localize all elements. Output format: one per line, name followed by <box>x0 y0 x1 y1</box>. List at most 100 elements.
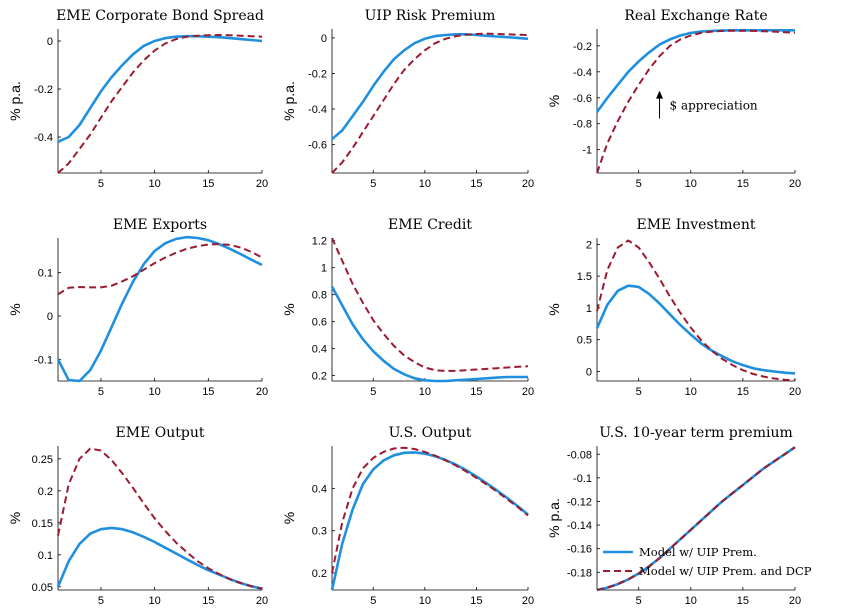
chart-title: UIP Risk Premium <box>365 8 496 24</box>
x-tick-label: 5 <box>370 595 376 607</box>
chart-panel-4: EME Exports 5 10 15 20 -0.1 0 0.1% <box>7 217 268 398</box>
y-tick-label: 0 <box>321 33 327 45</box>
y-tick-label: -0.14 <box>567 520 592 532</box>
series-line-uip-prem-dcp <box>57 243 263 296</box>
y-tick-label: 0.4 <box>312 483 327 495</box>
y-axis-label: % <box>281 303 297 315</box>
x-tick-label: 10 <box>149 386 161 398</box>
legend-label: Model w/ UIP Prem. <box>639 545 757 559</box>
chart-panel-1: EME Corporate Bond Spread 5 10 15 20 -0.4 -0.2… <box>7 8 268 190</box>
y-tick-label: 0.25 <box>32 454 53 466</box>
x-tick-label: 10 <box>149 178 161 190</box>
series-line-uip-prem-dcp <box>596 239 796 382</box>
x-tick-label: 20 <box>522 595 534 607</box>
chart-title: EME Corporate Bond Spread <box>56 8 264 24</box>
y-tick-label: -0.2 <box>34 84 53 96</box>
y-tick-label: -0.4 <box>573 67 592 79</box>
x-tick-label: 15 <box>202 386 214 398</box>
y-tick-label: 2 <box>586 239 592 251</box>
chart-title: U.S. 10-year term premium <box>599 425 793 441</box>
chart-panel-9: U.S. 10-year term premium 5 10 15 20 -0.18 -0.… <box>546 425 812 607</box>
series-line-uip-prem-dcp <box>331 32 529 174</box>
y-tick-label: 0.6 <box>312 317 327 329</box>
y-tick-label: -0.2 <box>573 41 592 53</box>
x-tick-label: 10 <box>149 595 161 607</box>
chart-title: Real Exchange Rate <box>624 8 767 24</box>
series-line-uip-prem-dcp <box>596 29 796 174</box>
x-tick-label: 20 <box>256 178 268 190</box>
x-tick-label: 20 <box>789 386 801 398</box>
chart-panel-5: EME Credit 5 10 15 20 0.2 0.4 0.6 0.8 1 1.2% <box>281 217 534 398</box>
x-tick-label: 5 <box>636 595 642 607</box>
y-tick-label: -0.16 <box>567 544 592 556</box>
y-tick-label: -0.4 <box>34 132 53 144</box>
chart-title: EME Investment <box>637 217 756 233</box>
x-tick-label: 5 <box>636 178 642 190</box>
y-tick-label: -0.12 <box>567 496 592 508</box>
x-tick-label: 5 <box>636 386 642 398</box>
y-axis-label: % <box>546 303 562 315</box>
y-tick-label: -0.8 <box>573 119 592 131</box>
x-tick-label: 5 <box>98 595 104 607</box>
series-line-uip-prem <box>57 34 263 143</box>
series-line-uip-prem-dcp <box>57 447 263 590</box>
y-tick-label: -0.2 <box>308 68 327 80</box>
x-tick-label: 15 <box>737 595 749 607</box>
y-axis-label: % p.a. <box>281 81 297 121</box>
y-tick-label: 0.8 <box>312 290 327 302</box>
x-tick-label: 15 <box>737 178 749 190</box>
chart-title: EME Credit <box>388 217 472 233</box>
series-line-uip-prem-dcp <box>331 237 529 372</box>
x-tick-label: 15 <box>737 386 749 398</box>
chart-panel-7: EME Output 5 10 15 20 0.05 0.1 0.15 0.2 0.25% <box>7 425 268 607</box>
y-tick-label: 0.5 <box>577 335 592 347</box>
y-tick-label: 0 <box>586 366 592 378</box>
x-tick-label: 10 <box>419 386 431 398</box>
chart-title: EME Output <box>116 425 205 441</box>
y-tick-label: -1 <box>582 145 592 157</box>
x-tick-label: 5 <box>370 386 376 398</box>
y-tick-label: 0.2 <box>312 568 327 580</box>
x-tick-label: 20 <box>256 595 268 607</box>
x-tick-label: 10 <box>419 178 431 190</box>
series-line-uip-prem-dcp <box>57 34 263 174</box>
y-tick-label: 0 <box>47 36 53 48</box>
y-tick-label: -0.08 <box>567 449 592 461</box>
annotation-label: $ appreciation <box>670 99 758 113</box>
y-axis-label: % <box>546 95 562 107</box>
chart-panel-6: EME Investment 5 10 15 20 0 0.5 1 1.5 2% <box>546 217 801 398</box>
x-tick-label: 10 <box>419 595 431 607</box>
y-tick-label: -0.4 <box>308 104 327 116</box>
x-tick-label: 5 <box>370 178 376 190</box>
x-tick-label: 5 <box>98 386 104 398</box>
y-tick-label: 0.2 <box>38 486 53 498</box>
series-line-uip-prem <box>56 235 263 383</box>
series-line-uip-prem-dcp <box>331 446 529 574</box>
y-tick-label: -0.6 <box>308 140 327 152</box>
y-tick-label: 0.4 <box>312 344 327 356</box>
x-tick-label: 10 <box>685 386 697 398</box>
series-line-uip-prem <box>331 32 529 141</box>
y-tick-label: 0.05 <box>32 582 53 594</box>
chart-title: EME Exports <box>113 217 207 233</box>
chart-title: U.S. Output <box>389 425 472 441</box>
y-tick-label: -0.1 <box>573 473 592 485</box>
y-axis-label: % <box>7 303 23 315</box>
y-tick-label: -0.6 <box>573 93 592 105</box>
series-line-uip-prem <box>595 284 796 375</box>
x-tick-label: 15 <box>470 386 482 398</box>
y-axis-label: % <box>7 512 23 524</box>
y-tick-label: 0.1 <box>38 550 53 562</box>
y-tick-label: -0.18 <box>567 567 592 579</box>
y-tick-label: -0.1 <box>34 354 53 366</box>
y-tick-label: 1 <box>586 303 592 315</box>
x-tick-label: 15 <box>470 595 482 607</box>
legend-label: Model w/ UIP Prem. and DCP <box>639 564 812 578</box>
chart-panel-3: Real Exchange Rate 5 10 15 20 -1 -0.8 -0.6 -0.4 -… <box>546 8 801 190</box>
y-axis-label: % <box>281 512 297 524</box>
y-tick-label: 0 <box>47 311 53 323</box>
y-tick-label: 0.3 <box>312 526 327 538</box>
y-tick-label: 1.2 <box>312 236 327 248</box>
y-tick-label: 1 <box>321 263 327 275</box>
